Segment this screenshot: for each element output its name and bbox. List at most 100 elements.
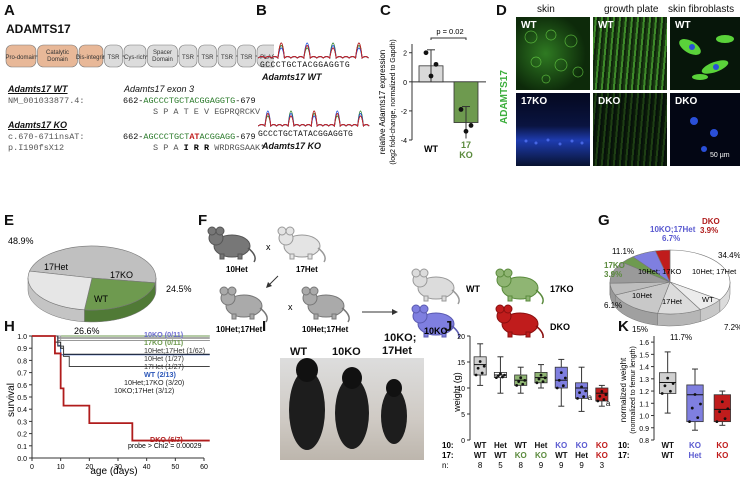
j-dot <box>576 397 579 400</box>
j-n-1: 5 <box>498 461 503 470</box>
chromatogram-trace-1 <box>258 42 369 59</box>
j-box-6 <box>595 387 609 402</box>
j-dot <box>517 380 521 383</box>
j-dot <box>474 373 478 377</box>
k-ylabel: normalized weight <box>619 357 628 422</box>
domain-label-10: PLAC <box>260 55 274 61</box>
domain-label-6: TSR <box>182 55 195 61</box>
k-g10-1: KO <box>689 441 701 450</box>
f-cross-1: x <box>266 242 271 252</box>
j-n-4: 9 <box>559 461 564 470</box>
d-col-growth-plate: growth plate <box>604 4 659 15</box>
j-sig-2: a <box>606 399 611 408</box>
g-17ko-pct: 3.9% <box>604 270 622 279</box>
e-lbl-17het: 17Het <box>44 262 69 272</box>
k-row10: 10: <box>618 441 630 450</box>
j-g17-1: WT <box>494 451 507 460</box>
c-tick-label: -2 <box>401 109 407 116</box>
k-dot <box>693 393 697 396</box>
j-dot <box>476 366 480 370</box>
j-dot <box>596 399 600 403</box>
chromatogram-trace-2 <box>258 42 369 59</box>
j-g10-2: WT <box>514 441 527 450</box>
j-dot <box>494 376 498 379</box>
j-dot <box>578 391 581 395</box>
chromatogram-trace-3 <box>258 42 369 59</box>
j-dot <box>584 389 588 393</box>
k-dot <box>660 392 664 395</box>
j-dot <box>561 384 565 388</box>
e-lbl-wt: WT <box>94 294 108 304</box>
j-dot <box>478 360 482 363</box>
g-10ko17het-pct: 6.7% <box>662 234 680 243</box>
j-sig-1: a <box>588 393 593 402</box>
g-slice-0 <box>669 249 731 301</box>
chromatogram-ko <box>258 110 370 128</box>
chromatogram-trace-0 <box>258 42 369 59</box>
k-ytick-label: 1.1 <box>639 401 649 408</box>
d-side-label: ADAMTS17 <box>499 70 510 124</box>
h-legend-4: 17Het (1/27) <box>144 362 184 371</box>
ko-dna-sequence: 662-AGCCCTGCTATACGGAGG-679 <box>123 132 256 142</box>
h-xtick-label: 20 <box>85 464 93 471</box>
c-point <box>423 50 429 56</box>
j-dot <box>559 371 563 375</box>
i-hdr-10ko2: 10KO; <box>384 332 417 344</box>
exon-label: Adamts17 exon 3 <box>124 84 195 94</box>
g-pct-3: 6.1% <box>604 301 622 310</box>
micro-skin-17ko: 17KO <box>516 93 590 166</box>
j-n-6: 3 <box>600 461 605 470</box>
micro-growth-plate-wt: WT <box>593 17 667 90</box>
g-17ko: 17KO <box>604 261 625 270</box>
k-ytick-label: 1.6 <box>639 340 649 347</box>
j-dot <box>515 384 519 387</box>
h-ytick-label: 0.3 <box>17 419 27 426</box>
e-slice-1 <box>84 277 156 311</box>
g-pct-1: 34.4% <box>718 251 740 260</box>
j-box-5 <box>575 382 589 399</box>
c-point <box>458 107 464 112</box>
j-ytick-label: 15 <box>457 360 465 367</box>
j-g17-4: WT <box>555 451 568 460</box>
wt-accession: NM_001033877.4: <box>8 96 85 106</box>
j-g10-0: WT <box>474 441 487 450</box>
f-off-dko: DKO <box>550 322 570 332</box>
j-dot <box>563 376 567 380</box>
domain-label-7: TSR <box>202 55 215 61</box>
j-n-3: 9 <box>539 461 544 470</box>
j-dot <box>539 373 543 377</box>
h-ytick-label: 0.2 <box>17 432 27 439</box>
panel-label-k: K <box>618 318 629 335</box>
j-dot <box>543 376 547 380</box>
panel-label-e: E <box>4 212 15 229</box>
chromatogram-trace-0 <box>258 110 370 128</box>
mouse-wt <box>411 268 460 305</box>
e-pct-wt: 26.6% <box>74 326 100 336</box>
k-ytick-label: 1.3 <box>639 377 649 384</box>
panel-label-f: F <box>198 212 208 229</box>
g-dko-pct: 3.9% <box>700 226 718 235</box>
chromatogram-trace-3 <box>258 110 370 128</box>
d-col-skin-fibroblasts: skin fibroblasts <box>668 4 735 15</box>
domain-10 <box>256 44 274 68</box>
h-legend-2: 10Het;17Het (1/62) <box>144 346 205 355</box>
panel-label-d: D <box>496 2 507 19</box>
h-legend-6: 10Het;17KO (3/20) <box>124 378 184 387</box>
c-x-ko: 17 <box>461 140 471 150</box>
k-box-1 <box>686 384 704 423</box>
j-dot <box>521 382 525 386</box>
micro-growth-plate-dko: DKO <box>593 93 667 166</box>
i-hdr-17het: 17Het <box>382 345 412 357</box>
k-dot <box>715 420 719 424</box>
c-tick-label: 2 <box>403 51 407 58</box>
g-lbl-wt: WT <box>702 295 714 304</box>
protein-name: ADAMTS17 <box>6 22 71 36</box>
j-dot <box>497 374 500 378</box>
k-g17-2: KO <box>716 451 728 460</box>
c-x-wt: WT <box>424 144 438 154</box>
k-ytick-label: 0.9 <box>639 426 649 433</box>
panel-label-c: C <box>380 2 391 19</box>
h-xtick-label: 50 <box>171 464 179 471</box>
f-off-17ko: 17KO <box>550 284 574 294</box>
k-box-2 <box>713 394 731 423</box>
